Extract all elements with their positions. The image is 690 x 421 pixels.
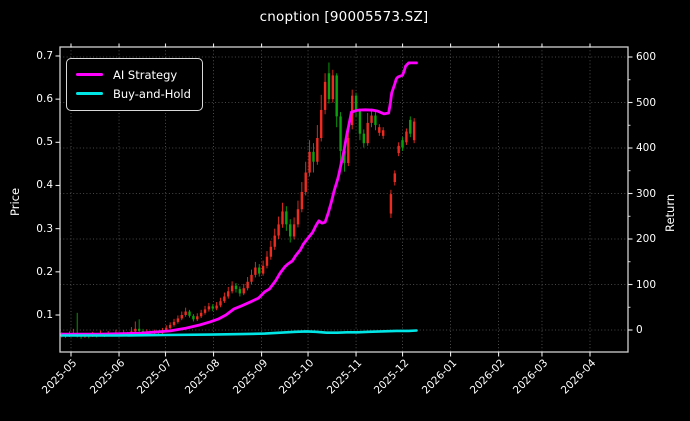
price-tick-label: 0.2 bbox=[36, 265, 53, 278]
price-tick-label: 0.7 bbox=[36, 49, 53, 62]
return-tick-label: 600 bbox=[636, 51, 657, 63]
ai-strategy-line bbox=[60, 61, 418, 336]
price-tick-label: 0.4 bbox=[36, 179, 53, 192]
return-tick-label: 500 bbox=[636, 96, 657, 109]
grid bbox=[60, 47, 628, 352]
candlesticks bbox=[60, 62, 416, 339]
legend-label-ai-strategy: AI Strategy bbox=[113, 67, 178, 82]
chart-title: cnoption [90005573.SZ] bbox=[259, 9, 429, 25]
axis-ticks bbox=[55, 43, 633, 357]
buy-and-hold-line bbox=[60, 329, 418, 337]
return-tick-label: 100 bbox=[636, 278, 657, 291]
return-tick-label: 0 bbox=[636, 324, 643, 336]
return-tick-label: 400 bbox=[636, 142, 657, 154]
price-tick-label: 0.3 bbox=[36, 222, 53, 235]
price-tick-label: 0.5 bbox=[36, 136, 53, 149]
legend-item-buy-and-hold: Buy-and-Hold bbox=[76, 84, 191, 103]
price-tick-label: 0.6 bbox=[36, 93, 53, 106]
return-tick-label: 200 bbox=[636, 233, 657, 245]
legend-label-buy-and-hold: Buy-and-Hold bbox=[113, 86, 191, 101]
plot-frame bbox=[59, 46, 629, 353]
legend-item-ai-strategy: AI Strategy bbox=[76, 65, 191, 84]
ai-strategy-line-swatch bbox=[76, 72, 103, 77]
price-tick-label: 0.1 bbox=[36, 309, 53, 321]
return-tick-label: 300 bbox=[636, 187, 657, 200]
buy-and-hold-line-swatch bbox=[76, 91, 103, 96]
legend: AI Strategy Buy-and-Hold bbox=[66, 58, 203, 111]
